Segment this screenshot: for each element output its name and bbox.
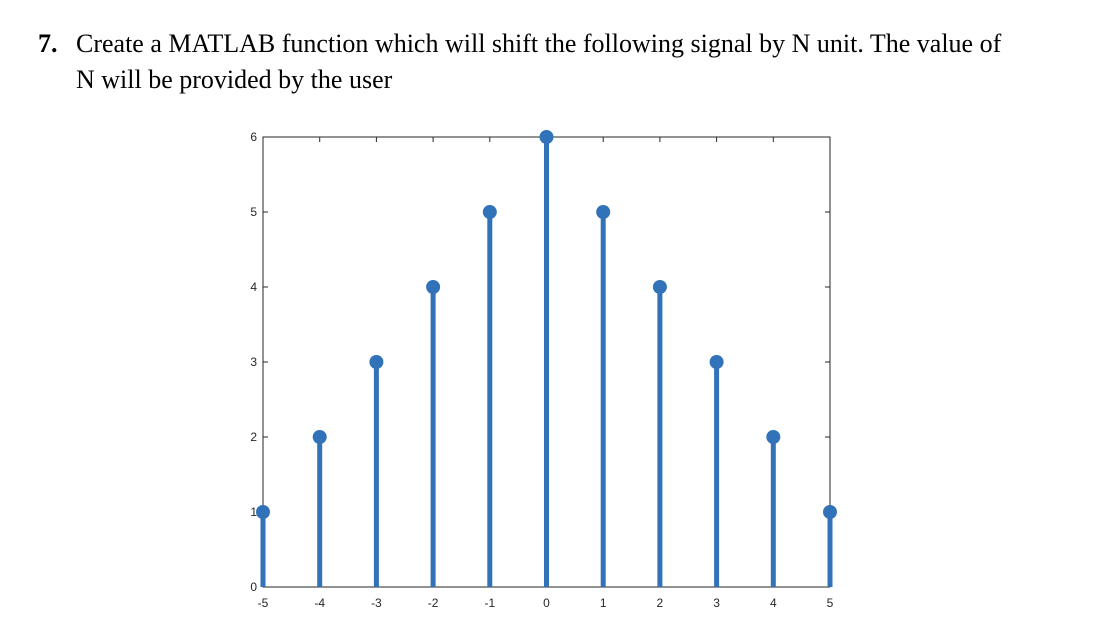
x-tick-label: 5 [827, 596, 834, 610]
stem-marker [652, 280, 667, 294]
question-line-1-text: Create a MATLAB function which will shif… [76, 29, 1002, 58]
stem-marker [539, 130, 554, 144]
x-tick-label: -3 [371, 596, 382, 610]
y-tick-label: 6 [250, 130, 257, 144]
x-tick-label: -1 [484, 596, 495, 610]
question-line-2: N will be provided by the user [76, 65, 393, 94]
y-tick-label: 5 [250, 205, 257, 219]
y-tick-label: 1 [250, 505, 257, 519]
y-tick-label: 4 [250, 280, 257, 294]
question-line-1: 7. Create a MATLAB function which will sh… [38, 26, 1078, 62]
stem-marker [482, 205, 497, 219]
x-tick-label: -2 [428, 596, 439, 610]
x-tick-label: 0 [543, 596, 550, 610]
x-tick-label: -4 [314, 596, 325, 610]
x-tick-label: 4 [770, 596, 777, 610]
question-number: 7. [38, 29, 58, 58]
axis-ticks: -5 -4 -3 -2 -1 0 1 2 3 4 5 0 1 2 3 4 5 6 [250, 130, 833, 610]
x-tick-label: 2 [657, 596, 664, 610]
stem-marker [256, 505, 270, 519]
x-tick-label: -5 [258, 596, 269, 610]
stem-marker [312, 430, 327, 444]
stem-marker [369, 355, 384, 369]
y-tick-label: 3 [250, 355, 257, 369]
question-text: 7. Create a MATLAB function which will sh… [38, 26, 1078, 98]
y-tick-label: 0 [250, 580, 257, 594]
x-tick-label: 1 [600, 596, 607, 610]
y-tick-label: 2 [250, 430, 257, 444]
stem-series [256, 130, 837, 587]
stem-marker [823, 505, 837, 519]
stem-marker [596, 205, 611, 219]
stem-marker [426, 280, 441, 294]
stem-marker [766, 430, 781, 444]
stem-marker [709, 355, 724, 369]
x-tick-label: 3 [713, 596, 720, 610]
